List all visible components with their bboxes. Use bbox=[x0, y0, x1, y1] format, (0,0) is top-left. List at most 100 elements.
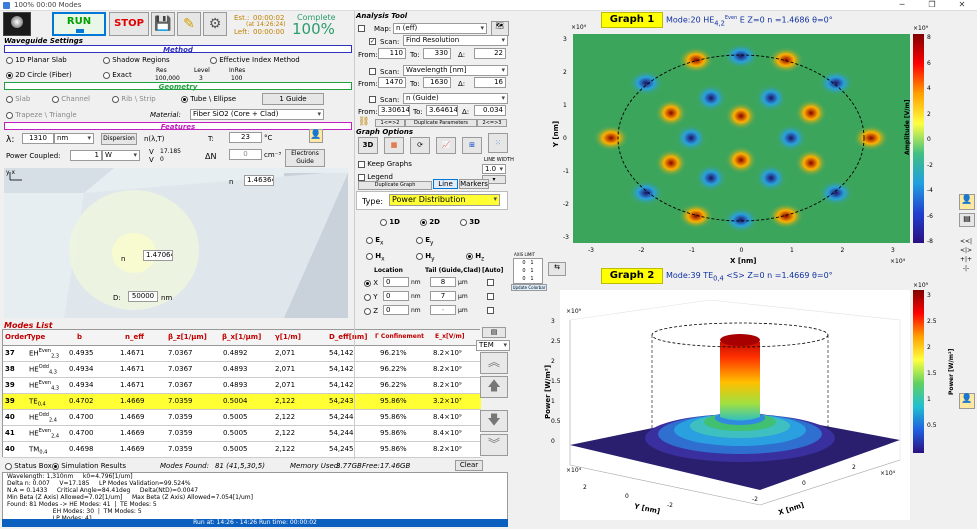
keep-graphs-checkbox[interactable]: Keep Graphs bbox=[358, 160, 412, 168]
col-e[interactable]: E_x[V/m] bbox=[435, 333, 465, 340]
legend-checkbox[interactable]: Legend bbox=[358, 173, 393, 181]
graph1-label[interactable]: Graph 1 bbox=[601, 12, 663, 28]
d-input[interactable]: 50000 bbox=[128, 291, 158, 302]
dnd-input[interactable]: 0 bbox=[229, 149, 262, 160]
scroll-bottom-button[interactable]: ︾ bbox=[480, 434, 508, 456]
level-value[interactable]: 3 bbox=[199, 75, 203, 82]
auto-z-checkbox[interactable] bbox=[487, 306, 494, 314]
scroll-down-button[interactable]: 🡇 bbox=[480, 410, 508, 432]
delta1-input[interactable]: 22 bbox=[474, 48, 506, 59]
dim-3d[interactable]: 3D bbox=[460, 218, 480, 226]
scroll-up-button[interactable]: 🡅 bbox=[480, 376, 508, 398]
status-text-area[interactable]: Wavelength: 1,310nm k0=4.796[1/um] Delta … bbox=[2, 472, 508, 526]
axis-button[interactable]: ⊞ bbox=[462, 137, 482, 154]
from3-input[interactable]: 3.30614 bbox=[378, 105, 410, 116]
geo-trapeze[interactable]: Trapeze \ Triangle bbox=[6, 111, 77, 119]
table-row[interactable]: 39 TE0,4 0.4702 1.4669 7.0359 0.5004 2,122 54,2… bbox=[3, 394, 481, 410]
tail-z-input[interactable]: - bbox=[430, 305, 456, 315]
dispersion-button[interactable]: Dispersion bbox=[101, 133, 137, 145]
to1-input[interactable]: 330 bbox=[423, 48, 451, 59]
from2-input[interactable]: 1470 bbox=[378, 77, 406, 88]
delta2-input[interactable]: 16 bbox=[474, 77, 506, 88]
opt-shadow[interactable]: Shadow Regions bbox=[103, 56, 170, 64]
scatter-button[interactable]: ⁙ bbox=[488, 133, 508, 153]
plot-button[interactable]: 📈 bbox=[436, 137, 456, 154]
map-select[interactable]: n (eff) bbox=[393, 23, 487, 34]
scan2-checkbox[interactable] bbox=[369, 67, 376, 75]
nav-first[interactable]: <<| bbox=[959, 238, 973, 245]
col-bz[interactable]: β_z[1/μm] bbox=[168, 333, 207, 341]
dup-params-button[interactable]: Duplicate Parameters bbox=[405, 119, 477, 127]
run-button[interactable]: RUN bbox=[52, 12, 106, 36]
graph2-plot[interactable] bbox=[560, 290, 910, 520]
col-order[interactable]: Order bbox=[5, 333, 28, 341]
type-select[interactable]: Power Distribution bbox=[389, 194, 500, 206]
update-colorbar-button[interactable]: Update Colorbar bbox=[511, 284, 547, 291]
loc-x-radio[interactable]: X bbox=[364, 279, 378, 287]
col-neff[interactable]: n_eff bbox=[125, 333, 144, 341]
close-button[interactable]: ✕ bbox=[958, 0, 966, 9]
col-deff[interactable]: D_eff[nm] bbox=[329, 333, 368, 341]
from1-input[interactable]: 110 bbox=[378, 48, 406, 59]
nguide-input[interactable]: 1.47064 bbox=[143, 250, 173, 261]
notes-button[interactable]: ✎ bbox=[177, 12, 201, 36]
rotate-button[interactable]: ⟳ bbox=[410, 137, 430, 154]
geo-guide-button[interactable]: 1 Guide bbox=[262, 93, 324, 105]
field-hx[interactable]: Hx bbox=[366, 252, 385, 262]
to2-input[interactable]: 1630 bbox=[423, 77, 451, 88]
loc-y-radio[interactable]: Y bbox=[364, 293, 378, 301]
table-row[interactable]: 40 TM0,4 0.4698 1.4669 7.0359 0.5005 2,122 54,2… bbox=[3, 442, 481, 458]
loc-z-input[interactable]: 0 bbox=[383, 305, 409, 315]
inres-value[interactable]: 100 bbox=[231, 75, 243, 82]
col-conf[interactable]: Γ Confinement bbox=[375, 333, 424, 340]
scan1-select[interactable]: Find Resolution bbox=[403, 35, 508, 46]
map-config-button[interactable]: 🗺 bbox=[491, 21, 509, 36]
col-gamma[interactable]: γ[1/m] bbox=[275, 333, 301, 341]
graph-settings-button-1[interactable]: 👤 bbox=[959, 194, 975, 210]
res-value[interactable]: 100,000 bbox=[155, 75, 180, 82]
view-3d-button[interactable]: 3D bbox=[358, 137, 378, 154]
link-icon[interactable]: ⛓ bbox=[358, 117, 370, 127]
field-hy[interactable]: Hy bbox=[416, 252, 435, 262]
loc-z-radio[interactable]: Z bbox=[364, 307, 378, 315]
line-width-select[interactable]: 1.0 bbox=[482, 164, 506, 174]
table-row[interactable]: 39 HEEven4,3 0.4934 1.4671 7.0367 0.4893 2,071… bbox=[3, 378, 481, 394]
col-bx[interactable]: β_x[1/μm] bbox=[222, 333, 262, 341]
graph1-plot[interactable] bbox=[573, 34, 910, 243]
minimize-button[interactable]: ─ bbox=[899, 0, 905, 9]
material-select[interactable]: Fiber SiO2 (Core + Clad) bbox=[190, 109, 324, 120]
nav-last[interactable]: -|- bbox=[962, 265, 970, 272]
geo-tube[interactable]: Tube \ Ellipse bbox=[181, 95, 236, 103]
markers-button[interactable]: Markers bbox=[459, 179, 489, 189]
graph-settings-button-2[interactable]: ▤ bbox=[959, 213, 975, 227]
sim-results-radio[interactable]: Simulation Results bbox=[52, 462, 126, 470]
table-row[interactable]: 40 HEOdd2,4 0.4700 1.4669 7.0359 0.5005 2,122 5… bbox=[3, 410, 481, 426]
nav-controls[interactable]: <<| <|> +|+ -|- bbox=[957, 237, 975, 273]
to3-input[interactable]: 3.64614 bbox=[426, 105, 458, 116]
table-row[interactable]: 41 HEEven2,4 0.4700 1.4669 7.0359 0.5005 2,122… bbox=[3, 426, 481, 442]
geo-channel[interactable]: Channel bbox=[52, 95, 90, 103]
geo-slab[interactable]: Slab bbox=[6, 95, 30, 103]
auto-x-checkbox[interactable] bbox=[487, 278, 494, 286]
auto-y-checkbox[interactable] bbox=[487, 292, 494, 300]
scan3-select[interactable]: n (Guide) bbox=[403, 93, 508, 104]
power-input[interactable]: 1 bbox=[70, 150, 102, 161]
map-checkbox[interactable] bbox=[358, 24, 365, 32]
swap23-button[interactable]: 2<=>3 bbox=[477, 119, 507, 127]
stop-button[interactable]: STOP bbox=[109, 12, 149, 36]
lambda-unit-select[interactable]: nm bbox=[54, 133, 94, 144]
line-button[interactable]: Line bbox=[433, 179, 458, 189]
field-ey[interactable]: Ey bbox=[416, 236, 433, 246]
scan2-select[interactable]: Wavelength [nm] bbox=[403, 65, 508, 76]
maximize-button[interactable]: ❐ bbox=[928, 0, 936, 9]
scroll-top-button[interactable]: ︽ bbox=[480, 352, 508, 374]
dim-2d[interactable]: 2D bbox=[420, 218, 440, 226]
clear-button[interactable]: Clear bbox=[455, 460, 483, 471]
opt-circle[interactable]: 2D Circle (Fiber) bbox=[6, 71, 72, 79]
opt-planar[interactable]: 1D Planar Slab bbox=[6, 56, 67, 64]
dim-1d[interactable]: 1D bbox=[380, 218, 400, 226]
nclad-input[interactable]: 1.46364 bbox=[244, 175, 274, 186]
export-button[interactable]: ▤ bbox=[482, 327, 506, 338]
field-ex[interactable]: Ex bbox=[366, 236, 383, 246]
